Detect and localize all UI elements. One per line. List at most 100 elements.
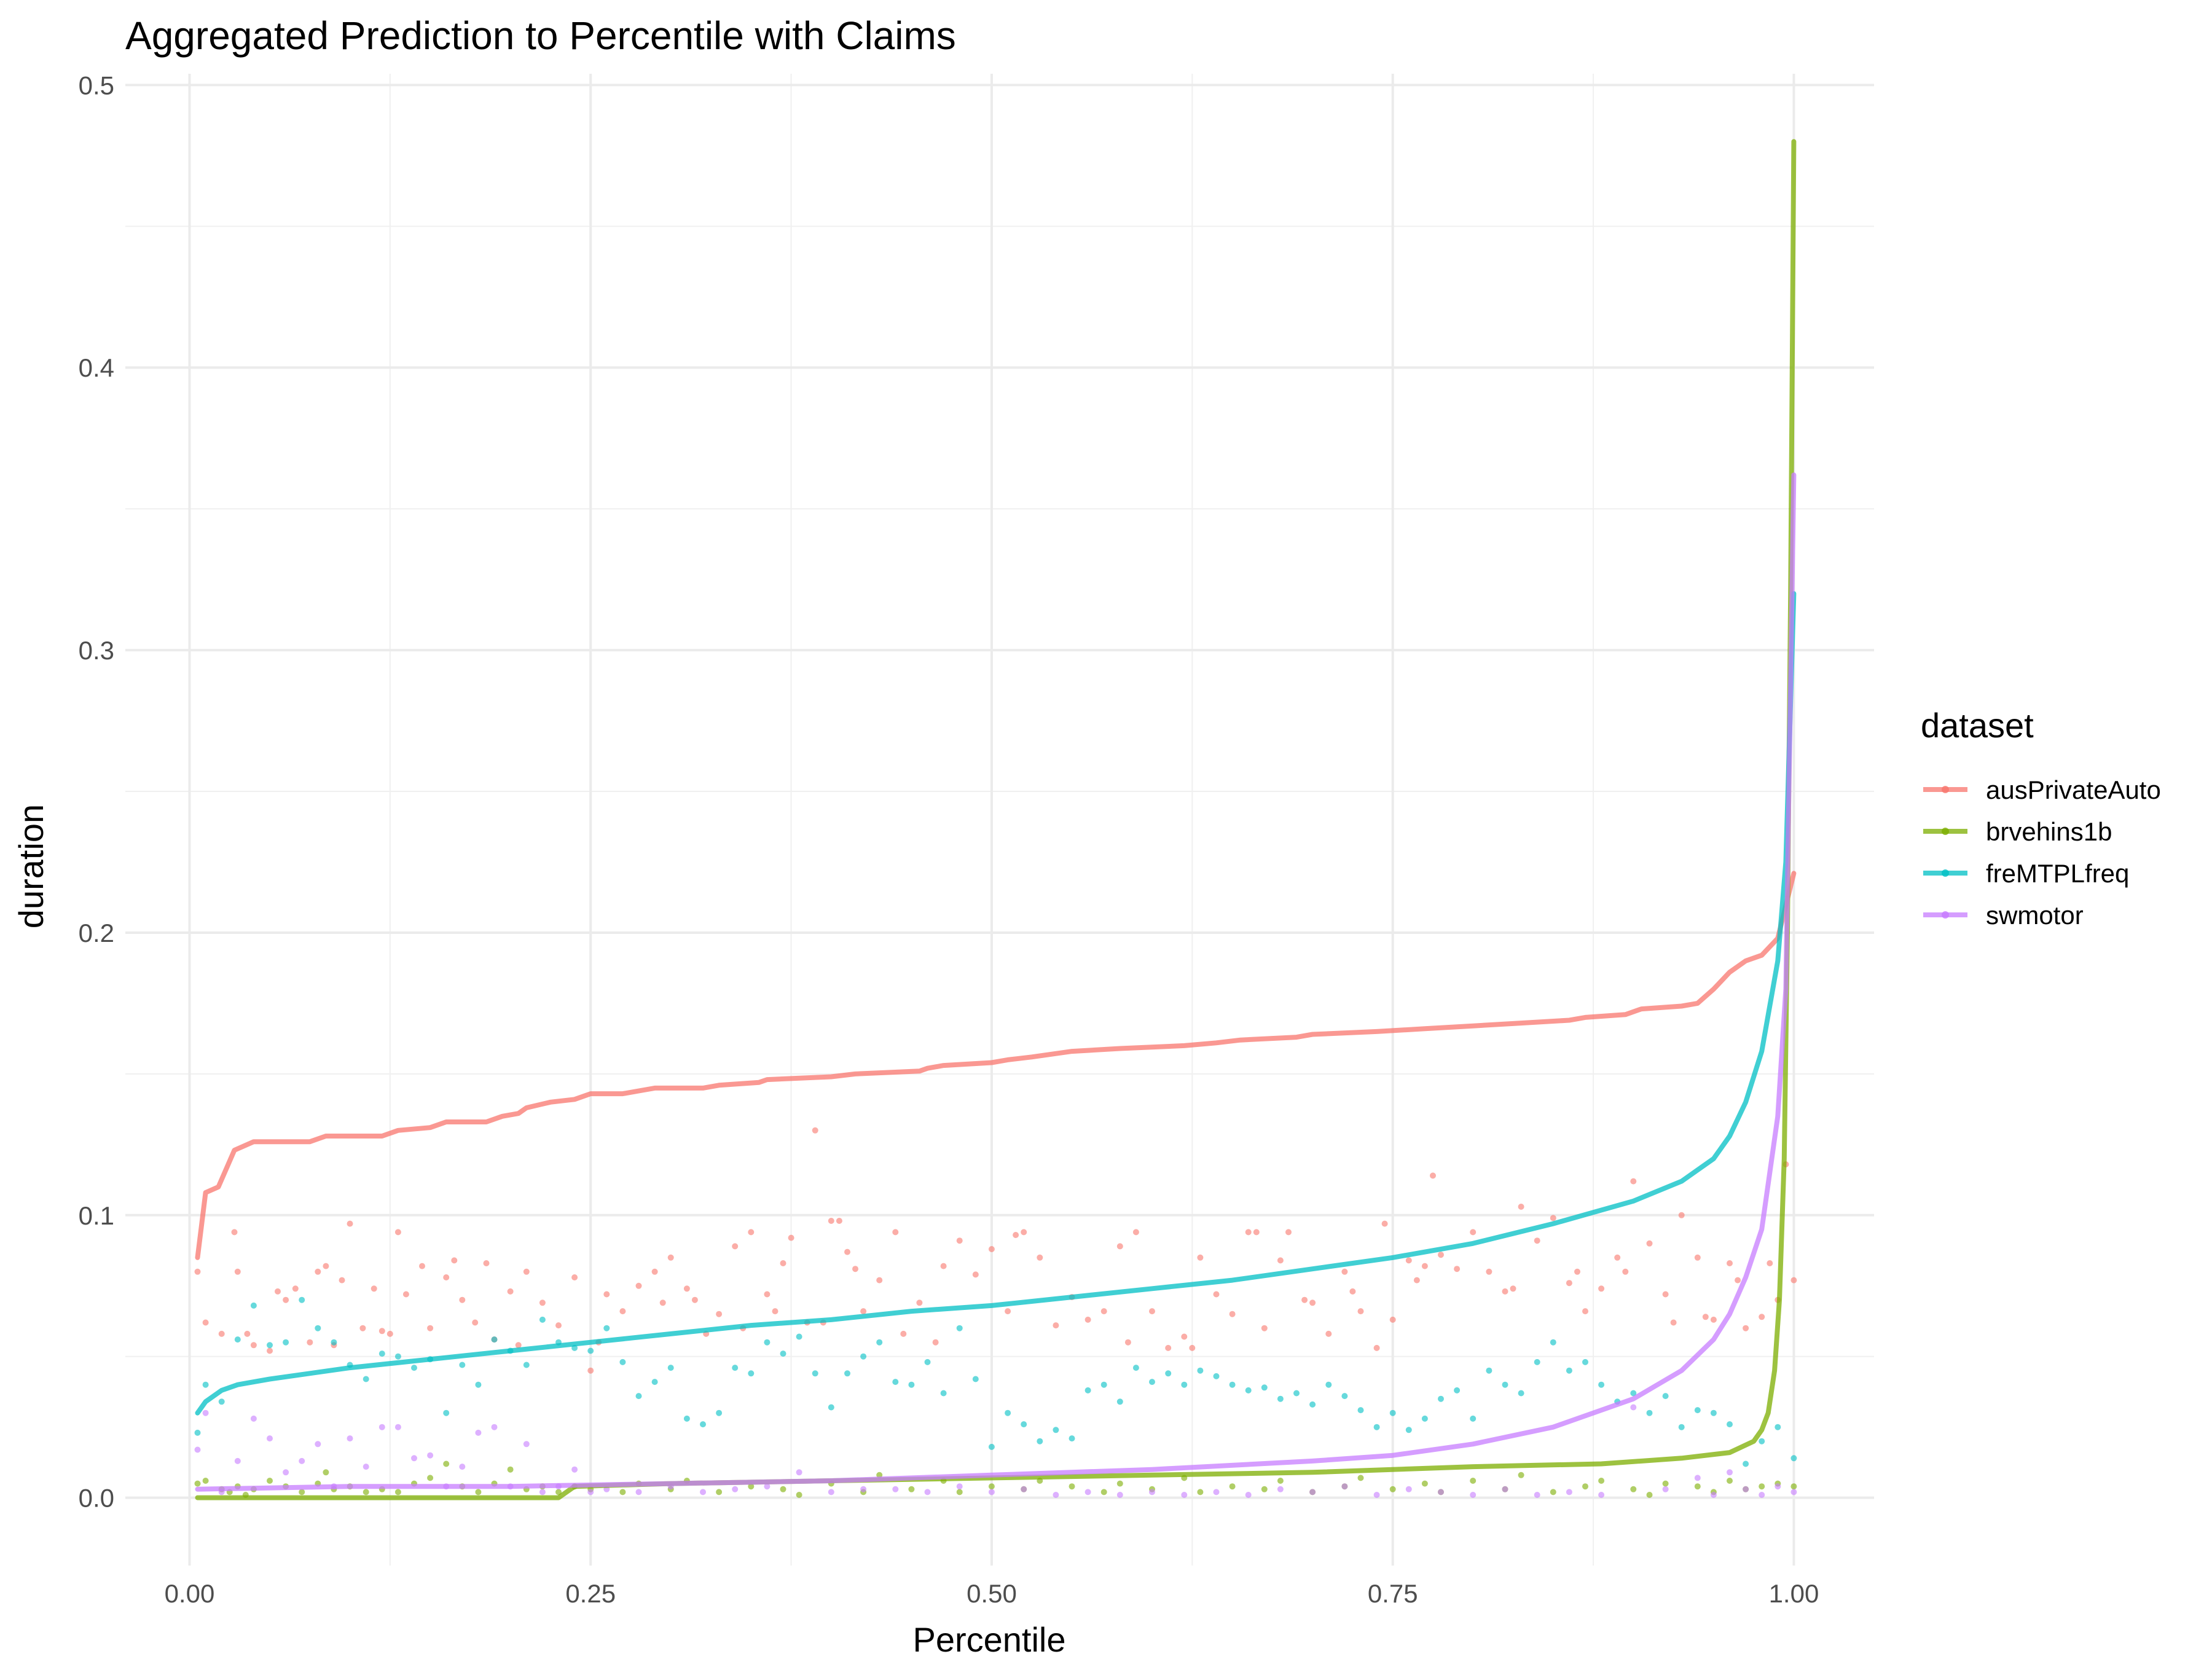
- point-ausPrivateAuto: [812, 1127, 818, 1134]
- point-freMTPLfreq: [234, 1336, 241, 1343]
- point-brvehins1b: [323, 1469, 329, 1476]
- point-freMTPLfreq: [1325, 1381, 1332, 1388]
- point-ausPrivateAuto: [1662, 1291, 1669, 1298]
- point-ausPrivateAuto: [292, 1285, 299, 1292]
- point-ausPrivateAuto: [1181, 1333, 1188, 1340]
- point-swmotor: [491, 1424, 498, 1430]
- point-freMTPLfreq: [1389, 1409, 1396, 1416]
- point-ausPrivateAuto: [683, 1285, 690, 1292]
- point-freMTPLfreq: [1181, 1381, 1188, 1388]
- point-freMTPLfreq: [1309, 1401, 1316, 1408]
- point-brvehins1b: [1421, 1480, 1428, 1487]
- point-ausPrivateAuto: [371, 1285, 377, 1292]
- point-brvehins1b: [1357, 1475, 1364, 1481]
- point-swmotor: [267, 1435, 273, 1442]
- point-swmotor: [378, 1424, 385, 1430]
- point-ausPrivateAuto: [347, 1220, 353, 1227]
- point-ausPrivateAuto: [231, 1229, 238, 1236]
- point-freMTPLfreq: [1261, 1384, 1268, 1391]
- point-ausPrivateAuto: [1566, 1280, 1572, 1287]
- point-ausPrivateAuto: [1534, 1237, 1540, 1244]
- point-ausPrivateAuto: [1132, 1229, 1139, 1236]
- point-swmotor: [394, 1424, 401, 1430]
- point-swmotor: [194, 1446, 201, 1453]
- point-ausPrivateAuto: [1309, 1299, 1316, 1306]
- point-swmotor: [571, 1466, 578, 1473]
- point-ausPrivateAuto: [1470, 1229, 1477, 1236]
- point-swmotor: [1502, 1486, 1508, 1492]
- point-freMTPLfreq: [892, 1379, 899, 1386]
- point-brvehins1b: [299, 1489, 305, 1495]
- point-freMTPLfreq: [1775, 1424, 1781, 1430]
- point-ausPrivateAuto: [443, 1274, 450, 1280]
- point-ausPrivateAuto: [916, 1299, 923, 1306]
- point-freMTPLfreq: [250, 1302, 257, 1309]
- point-ausPrivateAuto: [1037, 1254, 1043, 1261]
- legend-swatch-point: [1942, 911, 1949, 919]
- point-freMTPLfreq: [202, 1381, 209, 1388]
- y-tick-label: 0.1: [79, 1201, 114, 1230]
- point-ausPrivateAuto: [244, 1330, 251, 1337]
- point-freMTPLfreq: [940, 1390, 947, 1397]
- point-freMTPLfreq: [1084, 1387, 1091, 1393]
- point-freMTPLfreq: [378, 1350, 385, 1357]
- legend-swatch-point: [1942, 869, 1949, 877]
- point-freMTPLfreq: [1486, 1367, 1492, 1374]
- point-brvehins1b: [507, 1466, 514, 1473]
- legend-label: swmotor: [1986, 901, 2084, 930]
- point-freMTPLfreq: [619, 1358, 626, 1365]
- point-ausPrivateAuto: [1614, 1254, 1621, 1261]
- point-ausPrivateAuto: [1301, 1296, 1308, 1303]
- point-ausPrivateAuto: [1694, 1254, 1701, 1261]
- point-ausPrivateAuto: [844, 1248, 850, 1255]
- point-freMTPLfreq: [1069, 1435, 1075, 1442]
- point-ausPrivateAuto: [1253, 1229, 1260, 1236]
- x-tick-label: 1.00: [1769, 1579, 1819, 1608]
- point-brvehins1b: [1116, 1480, 1123, 1487]
- point-ausPrivateAuto: [1759, 1314, 1765, 1320]
- point-ausPrivateAuto: [275, 1288, 281, 1295]
- point-brvehins1b: [1100, 1489, 1107, 1495]
- point-swmotor: [1245, 1492, 1252, 1498]
- point-freMTPLfreq: [876, 1339, 883, 1346]
- point-brvehins1b: [394, 1489, 401, 1495]
- y-tick-label: 0.0: [79, 1484, 114, 1513]
- point-swmotor: [1598, 1492, 1605, 1498]
- point-swmotor: [1341, 1483, 1348, 1490]
- point-freMTPLfreq: [1405, 1427, 1412, 1433]
- point-freMTPLfreq: [716, 1409, 723, 1416]
- point-ausPrivateAuto: [539, 1299, 546, 1306]
- point-freMTPLfreq: [1357, 1407, 1364, 1414]
- point-freMTPLfreq: [1534, 1358, 1540, 1365]
- point-ausPrivateAuto: [451, 1257, 458, 1264]
- point-swmotor: [299, 1457, 305, 1464]
- y-tick-label: 0.4: [79, 353, 114, 382]
- point-freMTPLfreq: [299, 1296, 305, 1303]
- point-ausPrivateAuto: [659, 1299, 666, 1306]
- point-ausPrivateAuto: [1413, 1277, 1420, 1284]
- point-swmotor: [732, 1486, 739, 1492]
- legend-title: dataset: [1921, 706, 2034, 745]
- point-brvehins1b: [619, 1489, 626, 1495]
- point-ausPrivateAuto: [1630, 1178, 1637, 1185]
- point-freMTPLfreq: [1790, 1455, 1797, 1462]
- point-swmotor: [1181, 1492, 1188, 1498]
- point-ausPrivateAuto: [1116, 1243, 1123, 1250]
- point-ausPrivateAuto: [1486, 1268, 1492, 1275]
- point-ausPrivateAuto: [1100, 1308, 1107, 1315]
- point-ausPrivateAuto: [1454, 1266, 1461, 1272]
- point-brvehins1b: [1790, 1483, 1797, 1490]
- point-swmotor: [427, 1452, 434, 1459]
- point-swmotor: [1790, 1489, 1797, 1495]
- point-ausPrivateAuto: [267, 1347, 273, 1354]
- point-freMTPLfreq: [1132, 1365, 1139, 1371]
- point-ausPrivateAuto: [1702, 1314, 1709, 1320]
- point-ausPrivateAuto: [764, 1291, 771, 1298]
- point-swmotor: [988, 1489, 995, 1495]
- point-freMTPLfreq: [1502, 1381, 1508, 1388]
- point-freMTPLfreq: [1100, 1381, 1107, 1388]
- point-freMTPLfreq: [411, 1365, 417, 1371]
- point-swmotor: [1566, 1489, 1572, 1495]
- point-ausPrivateAuto: [1381, 1220, 1388, 1227]
- point-freMTPLfreq: [194, 1429, 201, 1436]
